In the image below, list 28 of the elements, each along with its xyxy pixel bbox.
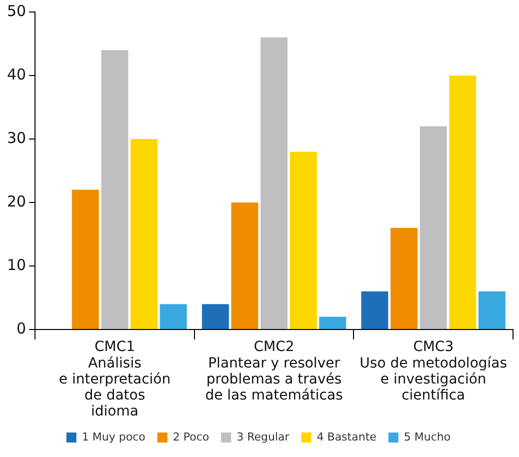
bar: [478, 291, 506, 329]
y-tick-label: 30: [6, 128, 26, 147]
x-tick-label: CMC2 Plantear y resolver problemas a través de las matemáticas: [205, 339, 343, 404]
y-tick-label: 50: [6, 2, 26, 20]
bar: [290, 152, 317, 329]
bar: [130, 139, 158, 329]
x-tick-label: CMC1 Análisis e interpretación de datos idioma: [58, 339, 171, 420]
x-tick-label: CMC3 Uso de metodologías e investigación científica: [360, 339, 508, 404]
legend-label: 3 Regular: [236, 430, 290, 444]
bar: [231, 202, 258, 329]
bar: [202, 304, 229, 329]
bar: [420, 126, 447, 329]
y-tick-label: 0: [16, 319, 26, 338]
legend-label: 4 Bastante: [316, 430, 377, 444]
bar: [390, 228, 418, 329]
y-tick-label: 40: [6, 65, 26, 84]
legend-label: 2 Poco: [172, 430, 210, 444]
bar: [361, 291, 388, 329]
bar: [101, 50, 128, 329]
bar: [160, 304, 187, 329]
bar: [449, 76, 476, 329]
legend-label: 1 Muy poco: [82, 430, 146, 444]
bar: [319, 316, 346, 329]
y-tick-label: 10: [6, 256, 26, 274]
bar: [260, 37, 288, 329]
bar: [72, 190, 99, 329]
y-tick-label: 20: [6, 192, 26, 210]
legend-label: 5 Mucho: [404, 430, 451, 444]
